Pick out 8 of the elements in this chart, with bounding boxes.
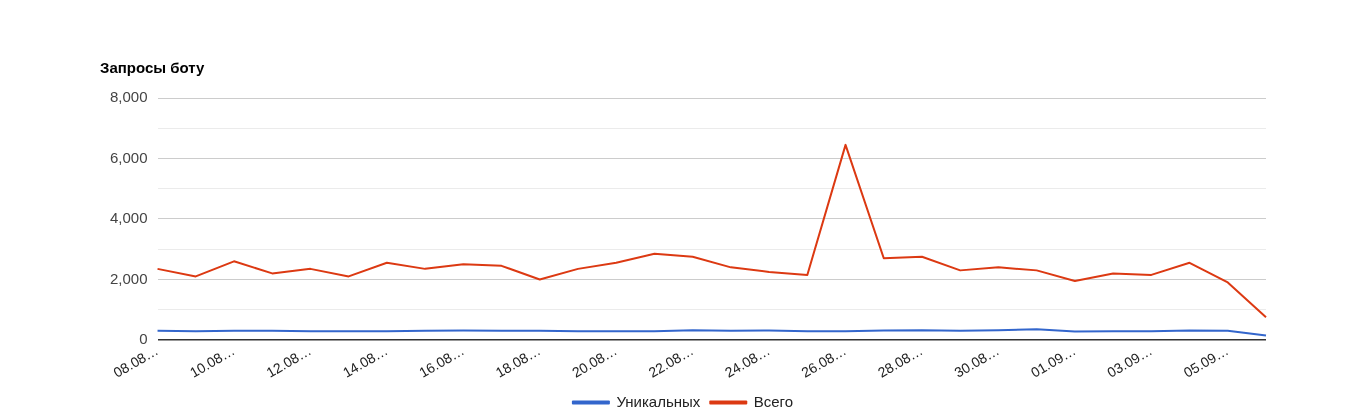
y-tick-label: 8,000 xyxy=(109,88,148,106)
y-tick-label: 0 xyxy=(139,330,148,348)
y-tick-label: 6,000 xyxy=(109,148,148,166)
chart-title: Запросы боту xyxy=(100,59,206,77)
legend-label: Уникальных xyxy=(616,392,701,410)
legend-label: Всего xyxy=(753,392,794,410)
y-tick-label: 2,000 xyxy=(109,269,148,287)
y-tick-label: 4,000 xyxy=(109,209,148,227)
